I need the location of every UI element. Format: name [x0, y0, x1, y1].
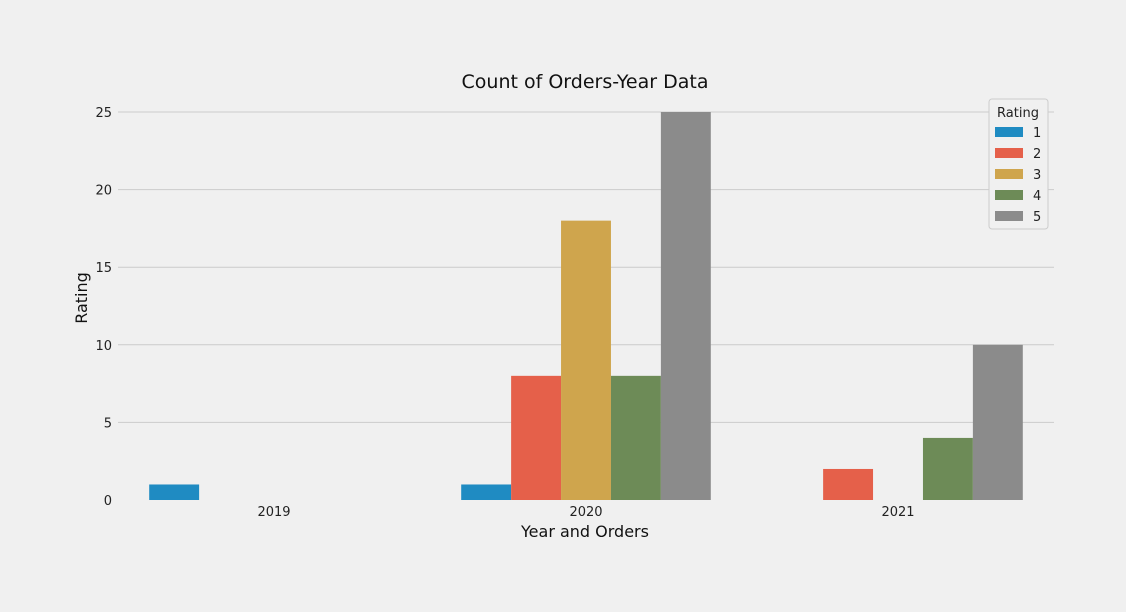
bar-2020-rating-4 [610, 375, 661, 500]
legend-title: Rating [997, 106, 1039, 121]
y-tick-label: 0 [104, 494, 112, 509]
legend-swatch-2 [995, 148, 1023, 158]
legend-items: 1 2 3 4 5 [995, 126, 1041, 225]
bar-2020-rating-2 [511, 375, 562, 500]
legend-label-5: 5 [1033, 210, 1041, 225]
x-axis-label: Year and Orders [520, 522, 649, 541]
y-axis-label: Rating [72, 272, 91, 324]
legend-label-1: 1 [1033, 126, 1041, 141]
legend-label-4: 4 [1033, 189, 1041, 204]
bar-2021-rating-2 [823, 468, 874, 500]
legend: Rating 1 2 3 4 5 [988, 98, 1049, 230]
bar-2021-rating-5 [972, 344, 1023, 500]
bar-2020-rating-1 [461, 484, 512, 500]
x-tick-label: 2019 [257, 505, 290, 520]
x-axis-ticks: 2019 2020 2021 [257, 505, 914, 520]
bar-2020-rating-3 [561, 220, 611, 500]
legend-swatch-3 [995, 169, 1023, 179]
y-tick-label: 20 [95, 184, 112, 199]
x-tick-label: 2021 [881, 505, 914, 520]
bar-2021-rating-4 [922, 437, 973, 500]
y-tick-label: 25 [95, 106, 112, 121]
legend-label-3: 3 [1033, 168, 1041, 183]
bar-2020-rating-5 [660, 112, 711, 500]
x-tick-label: 2020 [569, 505, 602, 520]
legend-swatch-1 [995, 127, 1023, 137]
y-tick-label: 5 [104, 416, 112, 431]
legend-swatch-4 [995, 190, 1023, 200]
legend-swatch-5 [995, 211, 1023, 221]
y-axis-ticks: 0 5 10 15 20 25 [95, 106, 112, 509]
legend-label-2: 2 [1033, 147, 1041, 162]
y-tick-label: 15 [95, 261, 112, 276]
y-tick-label: 10 [95, 339, 112, 354]
bar-2019-rating-1 [149, 484, 200, 500]
bars [149, 112, 1023, 500]
chart-title: Count of Orders-Year Data [462, 71, 709, 93]
